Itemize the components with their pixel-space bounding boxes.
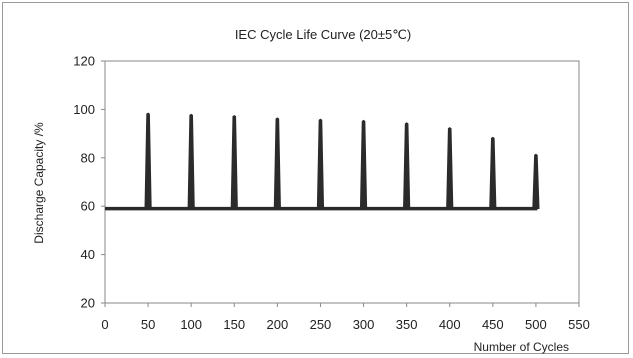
x-tick-label: 300 bbox=[353, 317, 375, 332]
y-axis-title: Discharge Capacity /% bbox=[32, 122, 46, 244]
x-tick-label: 0 bbox=[101, 317, 108, 332]
capacity-spike bbox=[359, 119, 368, 210]
x-tick-label: 350 bbox=[396, 317, 418, 332]
capacity-spike bbox=[144, 112, 152, 210]
x-tick-label: 100 bbox=[180, 317, 202, 332]
y-tick-label: 80 bbox=[81, 150, 95, 165]
x-tick-label: 450 bbox=[482, 317, 504, 332]
x-axis-ticks: 0 50 100 150 200 250 300 350 400 450 500 550 bbox=[101, 303, 590, 332]
x-tick-label: 400 bbox=[439, 317, 461, 332]
y-tick-label: 20 bbox=[81, 296, 95, 311]
capacity-spike bbox=[187, 113, 195, 210]
y-tick-label: 100 bbox=[73, 102, 95, 117]
x-axis-title: Number of Cycles bbox=[474, 340, 569, 354]
plot-area bbox=[104, 60, 580, 304]
x-tick-label: 550 bbox=[568, 317, 590, 332]
capacity-spike bbox=[532, 153, 540, 210]
chart-frame: IEC Cycle Life Curve (20±5℃) 20 40 60 80 100… bbox=[2, 2, 629, 354]
x-tick-label: 200 bbox=[267, 317, 289, 332]
capacity-spike bbox=[403, 122, 411, 210]
capacity-spike bbox=[489, 136, 497, 210]
x-tick-label: 500 bbox=[525, 317, 547, 332]
y-tick-label: 40 bbox=[81, 247, 95, 262]
capacity-spike bbox=[316, 118, 325, 210]
capacity-spike bbox=[230, 114, 238, 210]
chart-title: IEC Cycle Life Curve (20±5℃) bbox=[235, 27, 411, 42]
capacity-spike bbox=[446, 127, 454, 210]
y-tick-label: 120 bbox=[73, 54, 95, 69]
x-tick-label: 50 bbox=[141, 317, 155, 332]
y-axis-ticks: 20 40 60 80 100 120 bbox=[73, 54, 105, 311]
chart-canvas: IEC Cycle Life Curve (20±5℃) 20 40 60 80 100… bbox=[32, 27, 590, 354]
x-tick-label: 150 bbox=[223, 317, 245, 332]
capacity-series bbox=[105, 112, 540, 211]
y-tick-label: 60 bbox=[81, 199, 95, 214]
x-tick-label: 250 bbox=[310, 317, 332, 332]
capacity-spike bbox=[273, 117, 281, 210]
